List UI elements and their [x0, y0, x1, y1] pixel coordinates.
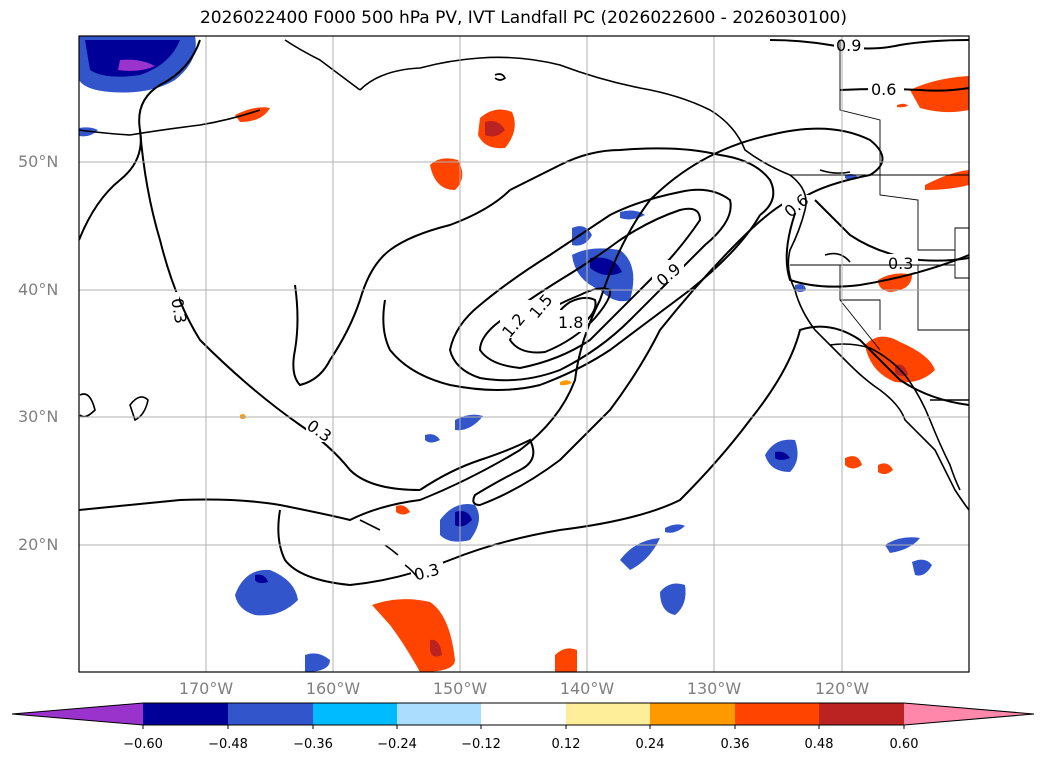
- lon-label-140w: 140°W: [559, 679, 615, 698]
- colorbar-tick-label: −0.12: [461, 737, 501, 752]
- colorbar: [11, 702, 1035, 729]
- lat-label-20n: 20°N: [18, 535, 59, 554]
- contour-label: 0.3: [888, 254, 913, 273]
- colorbar-tick-label: 0.48: [804, 737, 834, 752]
- contour-label: 0.9: [836, 36, 861, 55]
- colorbar-extend-high: [904, 703, 1034, 725]
- lon-label-160w: 160°W: [305, 679, 361, 698]
- lat-label-50n: 50°N: [18, 152, 59, 171]
- coastlines: [78, 39, 970, 579]
- map-frame: [78, 35, 970, 673]
- contour-label: 0.6: [871, 80, 896, 99]
- lon-label-130w: 130°W: [686, 679, 742, 698]
- colorbar-tick-label: 0.60: [889, 737, 919, 752]
- colorbar-tick-label: 0.12: [551, 737, 581, 752]
- colorbar-tick-label: −0.36: [293, 737, 333, 752]
- map-title: 2026022400 F000 500 hPa PV, IVT Landfall…: [199, 8, 847, 28]
- colorbar-tick-label: 0.36: [720, 737, 750, 752]
- map-background: [79, 36, 969, 672]
- lat-label-30n: 30°N: [18, 407, 59, 426]
- political-borders: [790, 40, 970, 351]
- lon-label-150w: 150°W: [432, 679, 488, 698]
- colorbar-tick-label: 0.24: [635, 737, 665, 752]
- colorbar-tick-label: −0.60: [123, 737, 163, 752]
- gridlines: [79, 36, 969, 672]
- lon-label-170w: 170°W: [178, 679, 234, 698]
- contour-label: 1.8: [558, 313, 583, 332]
- contour-label: 0.3: [167, 297, 190, 325]
- colorbar-extend-low: [12, 703, 143, 725]
- lon-label-120w: 120°W: [814, 679, 870, 698]
- contour-label-backgrounds: [157, 36, 918, 582]
- lat-label-40n: 40°N: [18, 280, 59, 299]
- colorbar-tick-label: −0.48: [208, 737, 248, 752]
- colorbar-tick-label: −0.24: [377, 737, 417, 752]
